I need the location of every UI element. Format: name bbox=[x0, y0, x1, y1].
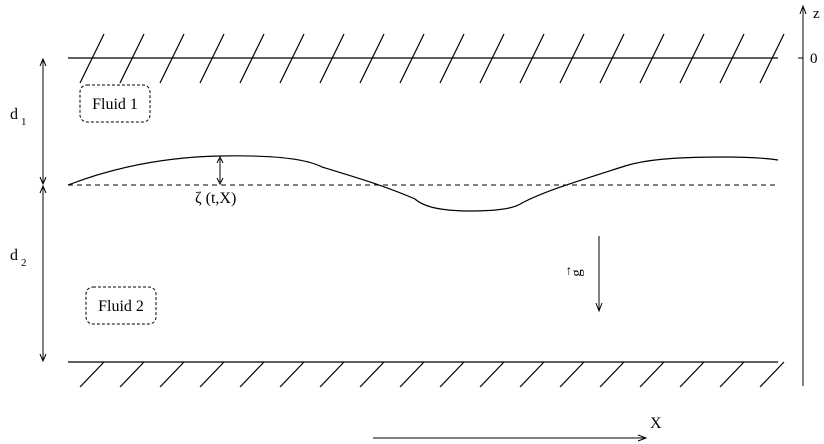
fluid-top-box bbox=[79, 84, 151, 123]
gravity-label: g bbox=[569, 269, 585, 277]
bottom-wall bbox=[68, 361, 785, 388]
interface-label: ζ (t,X) bbox=[195, 190, 236, 207]
fluid-bottom-label: Fluid 2 bbox=[98, 298, 144, 315]
depth-top-arrow bbox=[39, 57, 47, 186]
gravity-vector-mark: → bbox=[559, 265, 574, 278]
gravity-arrow bbox=[595, 236, 603, 313]
x-axis bbox=[373, 434, 648, 442]
depth-bottom-symbol: d bbox=[10, 247, 18, 264]
x-axis-label: X bbox=[650, 415, 662, 432]
elevation-arrow bbox=[216, 155, 224, 186]
depth-top-symbol: d bbox=[10, 106, 18, 123]
depth-top-subscript: 1 bbox=[21, 116, 27, 128]
depth-bottom-subscript: 2 bbox=[21, 257, 27, 269]
fluid-bottom-box bbox=[85, 286, 157, 325]
z-axis-label: z bbox=[813, 6, 820, 22]
depth-bottom-arrow bbox=[39, 184, 47, 363]
z-axis bbox=[798, 4, 807, 386]
fluid-top-label: Fluid 1 bbox=[92, 96, 138, 113]
interface-curve bbox=[67, 155, 779, 212]
top-wall bbox=[68, 33, 785, 84]
zero-label: 0 bbox=[810, 51, 818, 67]
